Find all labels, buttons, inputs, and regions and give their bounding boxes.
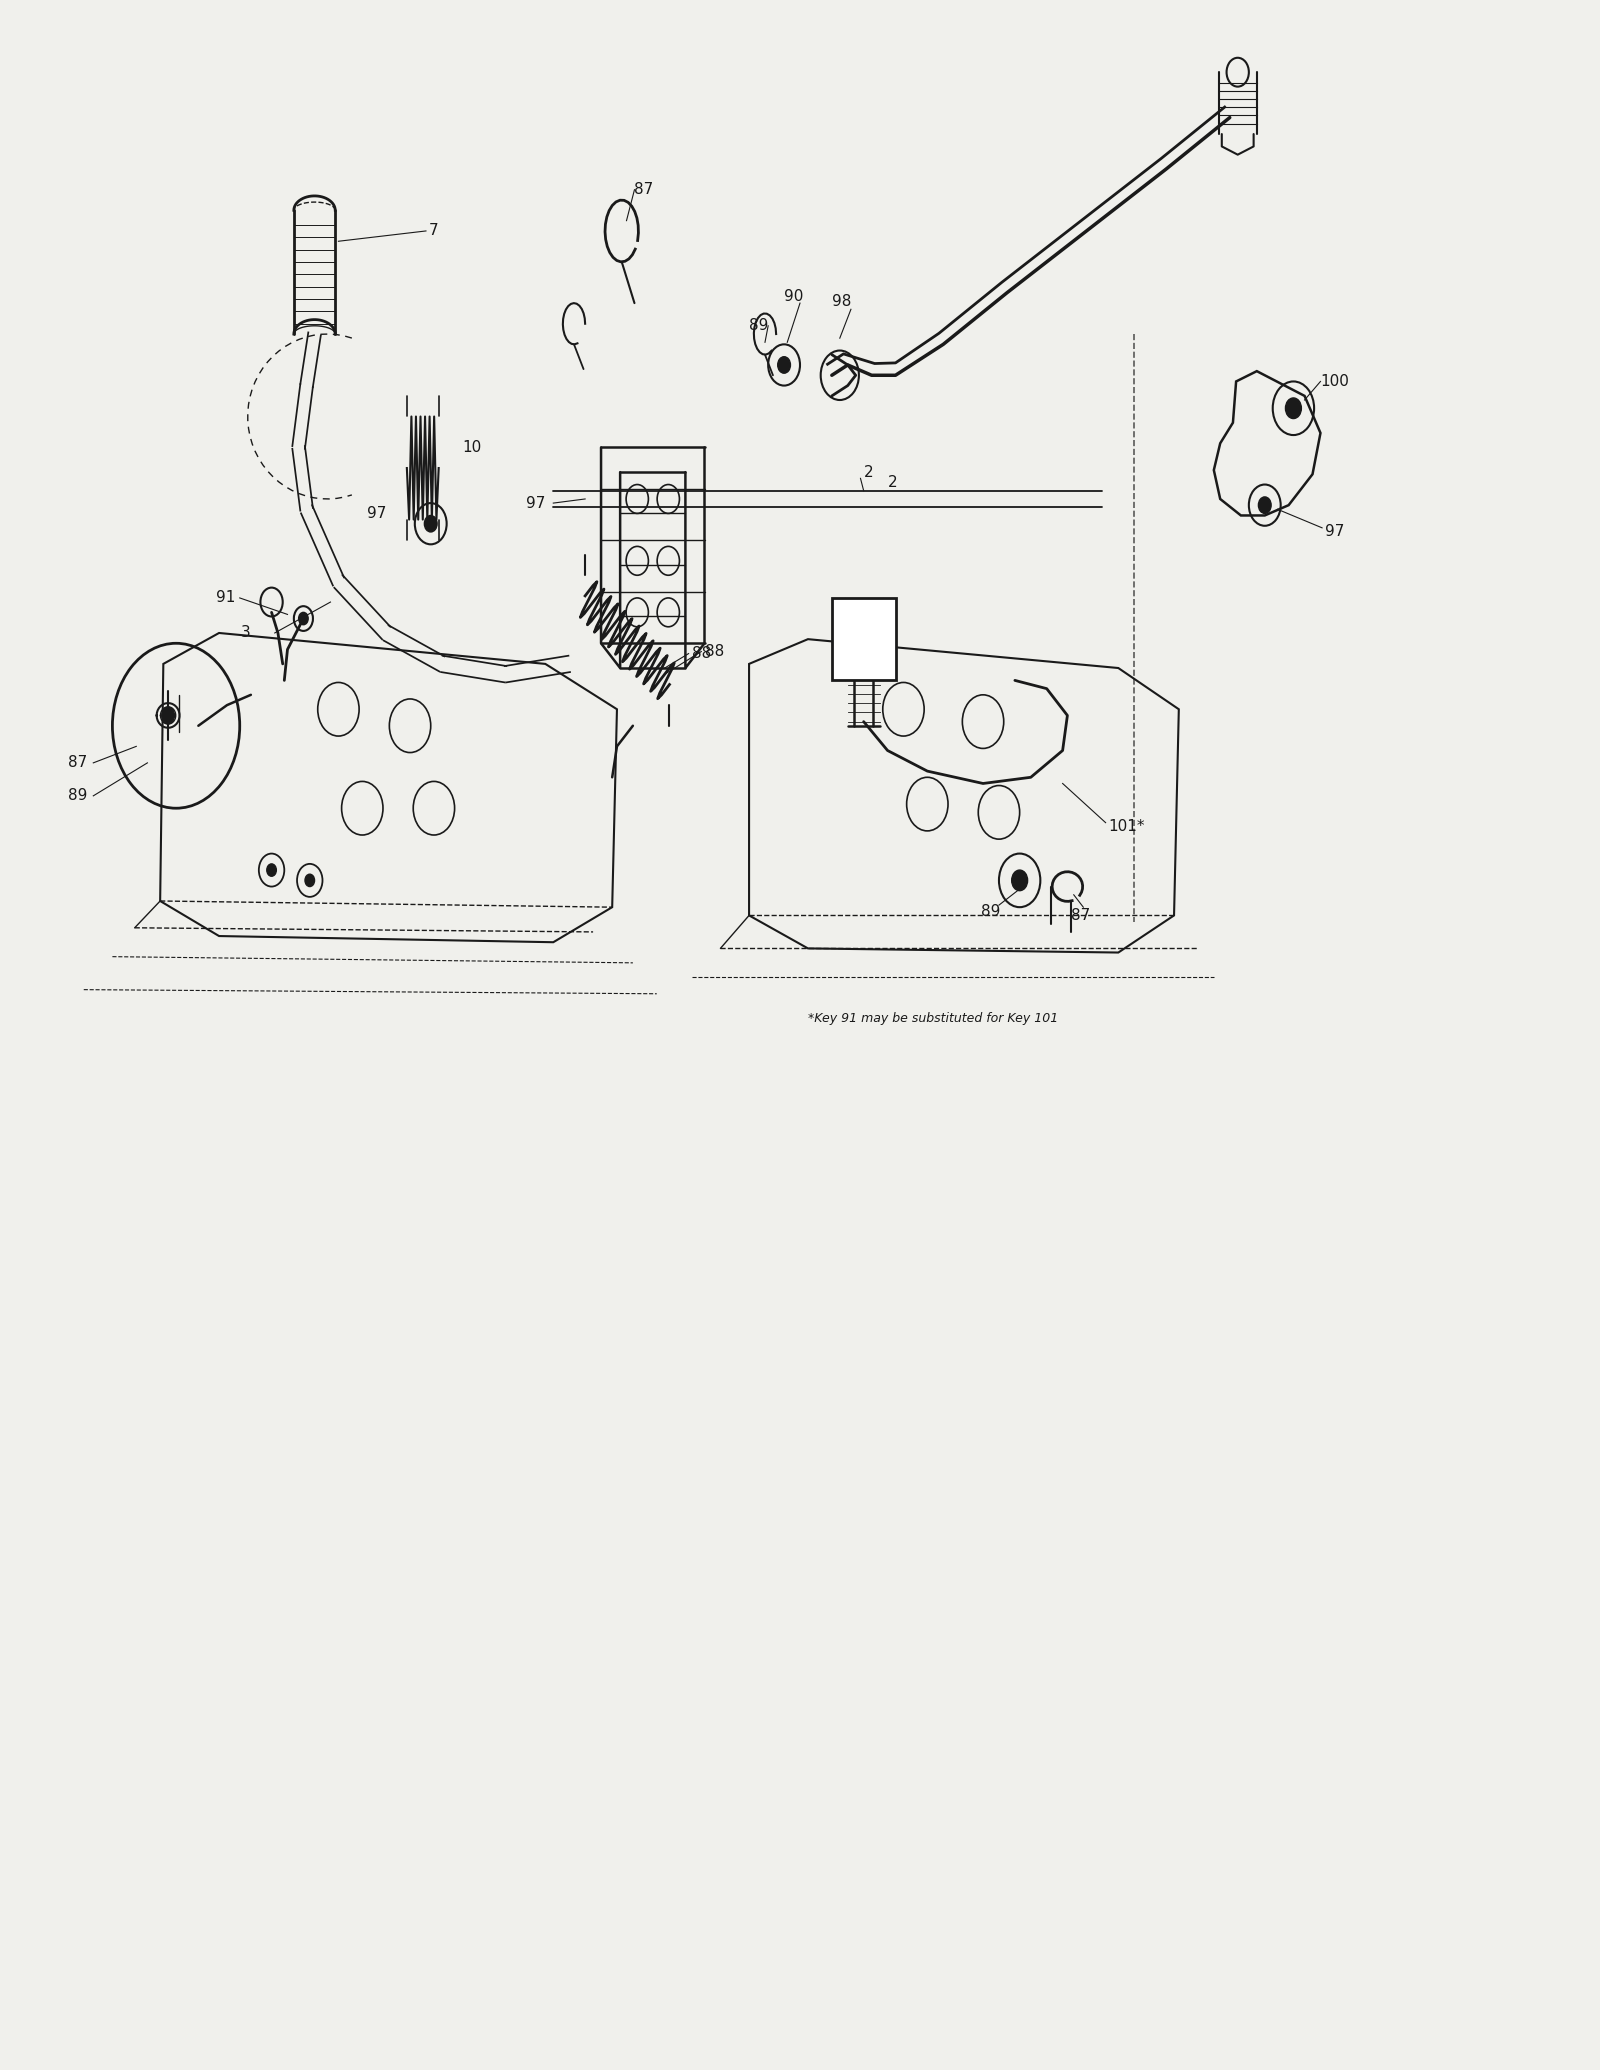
Text: 89: 89	[67, 789, 88, 803]
Circle shape	[299, 613, 309, 625]
Text: 87: 87	[67, 756, 86, 770]
Circle shape	[267, 863, 277, 876]
Text: 97: 97	[366, 505, 387, 522]
Text: 87: 87	[1070, 909, 1090, 923]
Circle shape	[778, 356, 790, 373]
Text: 87: 87	[635, 182, 654, 197]
Text: *Key 91 may be substituted for Key 101: *Key 91 may be substituted for Key 101	[808, 1012, 1058, 1025]
Text: 89: 89	[749, 319, 768, 333]
Text: 97: 97	[1325, 524, 1344, 540]
Text: 88: 88	[691, 646, 710, 660]
Text: 97: 97	[526, 495, 546, 511]
Text: 101*: 101*	[1109, 820, 1146, 834]
Circle shape	[1259, 497, 1270, 513]
Text: 89: 89	[981, 905, 1002, 919]
Text: 2: 2	[888, 474, 898, 491]
Circle shape	[162, 708, 174, 724]
Text: 2: 2	[864, 464, 874, 480]
Circle shape	[306, 874, 315, 886]
Text: 98: 98	[832, 294, 851, 308]
Circle shape	[424, 515, 437, 532]
Text: 7: 7	[429, 224, 438, 238]
Text: 3: 3	[242, 625, 251, 640]
Text: 91: 91	[216, 590, 235, 604]
Circle shape	[1011, 869, 1027, 890]
Text: 10: 10	[462, 441, 482, 455]
FancyBboxPatch shape	[832, 598, 896, 681]
Text: 88: 88	[704, 644, 723, 658]
Text: 90: 90	[784, 290, 803, 304]
Circle shape	[1285, 397, 1301, 418]
Text: 100: 100	[1320, 375, 1349, 389]
